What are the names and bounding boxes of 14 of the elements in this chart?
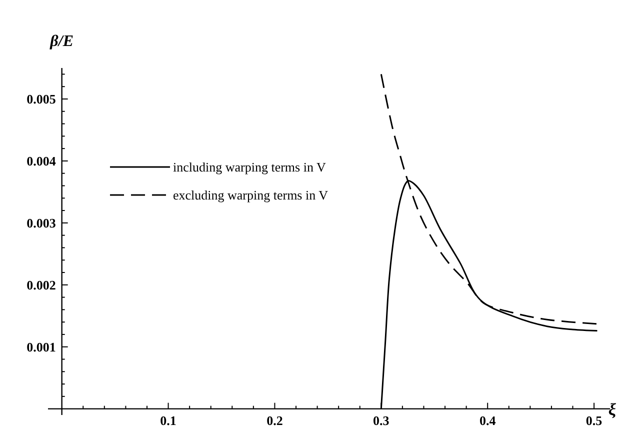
y-tick-label: 0.003: [26, 215, 56, 230]
y-tick-label: 0.004: [26, 153, 56, 168]
x-axis-title: ξ: [608, 400, 616, 419]
y-axis-title: β/E: [49, 33, 74, 50]
y-tick-label: 0.005: [26, 92, 56, 107]
y-tick-label: 0.001: [26, 339, 56, 354]
x-tick-label: 0.2: [266, 412, 283, 428]
x-tick-label: 0.1: [160, 412, 176, 428]
legend-label: including warping terms in V: [173, 160, 326, 175]
x-tick-label: 0.4: [479, 412, 496, 428]
x-tick-label: 0.3: [373, 412, 390, 428]
x-tick-label: 0.5: [586, 412, 603, 428]
y-tick-label: 0.002: [26, 277, 56, 292]
legend-label: excluding warping terms in V: [173, 188, 329, 203]
